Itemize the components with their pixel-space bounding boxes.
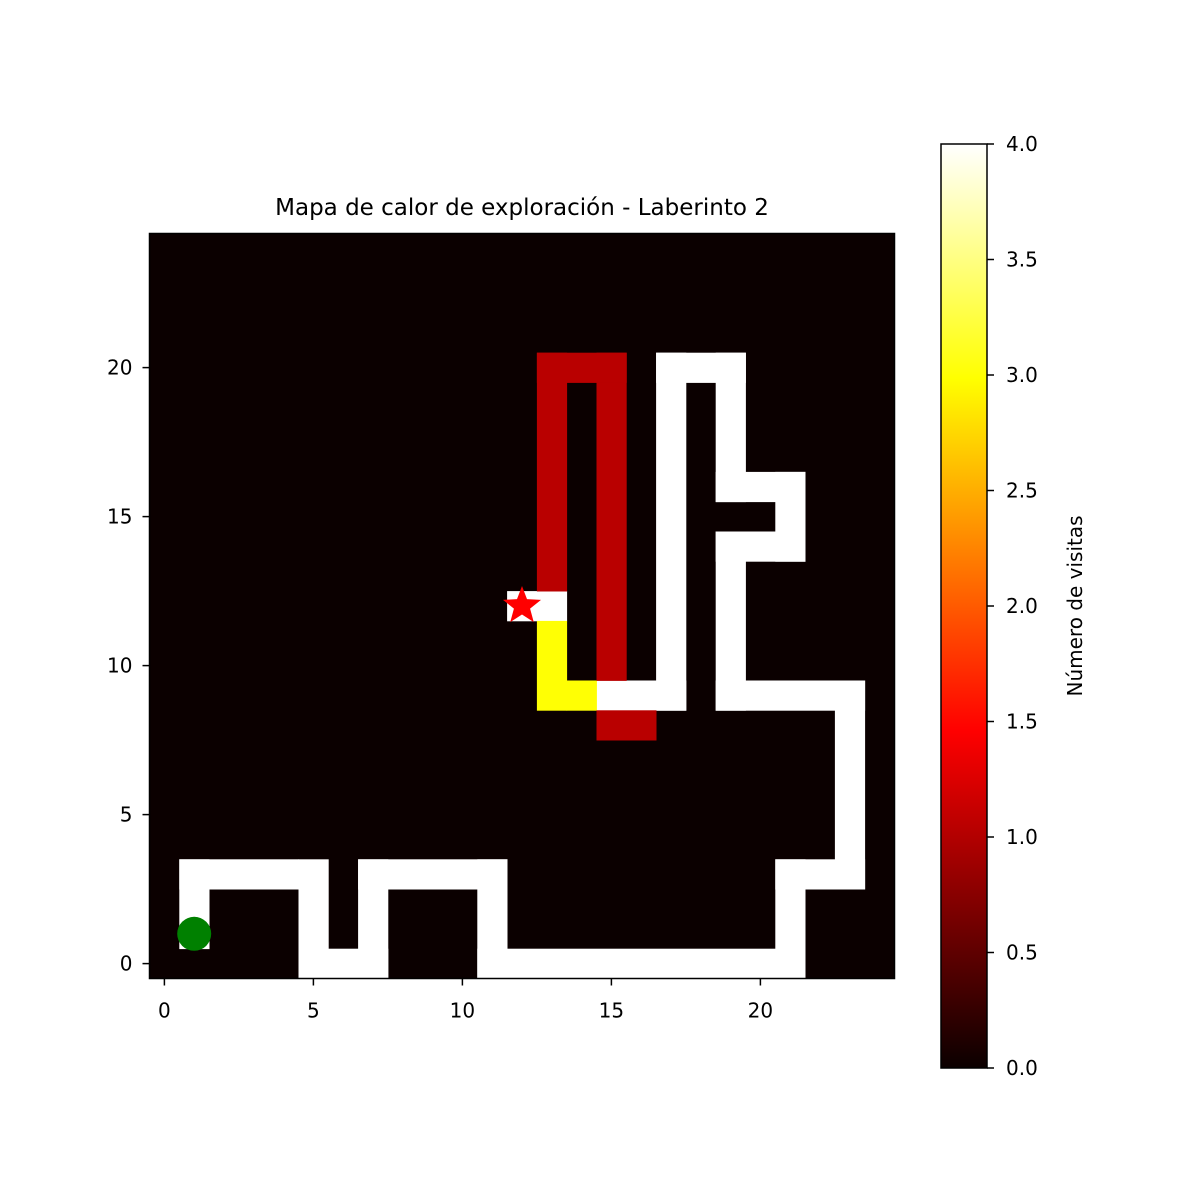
y-tick-label: 10 — [107, 654, 132, 678]
colorbar-tick-label: 1.5 — [1006, 710, 1038, 734]
colorbar-tick-label: 4.0 — [1006, 132, 1038, 156]
chart-title: Mapa de calor de exploración - Laberinto… — [275, 195, 769, 221]
heatmap-cell — [656, 352, 687, 711]
heatmap-cell — [179, 859, 299, 890]
heatmap-cell — [596, 352, 627, 681]
colorbar-tick-label: 2.0 — [1006, 594, 1038, 618]
y-axis: 0 5 10 15 20 — [107, 356, 150, 976]
colorbar-tick-label: 3.0 — [1006, 363, 1038, 387]
y-tick-label: 5 — [120, 803, 133, 827]
y-tick-label: 15 — [107, 505, 132, 529]
markers — [177, 586, 542, 951]
colorbar-tick-label: 1.0 — [1006, 825, 1038, 849]
heatmap-cell — [536, 352, 568, 592]
start-marker — [177, 916, 212, 951]
y-tick-label: 20 — [107, 356, 132, 380]
colorbar-ticks: 0.0 0.5 1.0 1.5 2.0 2.5 3.0 3.5 4.0 — [987, 132, 1038, 1080]
heatmap-cell — [834, 680, 866, 890]
x-axis: 0 5 10 15 20 — [158, 978, 773, 1023]
x-tick-label: 15 — [599, 999, 624, 1023]
colorbar-tick-label: 2.5 — [1006, 479, 1038, 503]
colorbar-tick-label: 3.5 — [1006, 248, 1038, 272]
goal-marker — [502, 586, 542, 623]
heatmap-cell — [596, 710, 657, 741]
x-tick-label: 0 — [158, 999, 171, 1023]
heatmap-cells — [149, 233, 895, 979]
heatmap-cell — [596, 680, 687, 711]
colorbar-label: Número de visitas — [1063, 515, 1087, 696]
heatmap-cell — [536, 620, 568, 711]
x-tick-label: 5 — [307, 999, 320, 1023]
colorbar: 0.0 0.5 1.0 1.5 2.0 2.5 3.0 3.5 4.0 Número de vi… — [940, 132, 1087, 1080]
x-tick-label: 20 — [748, 999, 773, 1023]
colorbar-tick-label: 0.5 — [1006, 941, 1038, 965]
y-tick-label: 0 — [120, 952, 133, 976]
x-tick-label: 10 — [450, 999, 475, 1023]
heatmap-cell — [566, 680, 597, 711]
plot-frame — [148, 232, 896, 980]
heatmap-cell — [477, 948, 806, 979]
colorbar-gradient — [941, 144, 987, 1068]
colorbar-tick-label: 0.0 — [1006, 1056, 1038, 1080]
